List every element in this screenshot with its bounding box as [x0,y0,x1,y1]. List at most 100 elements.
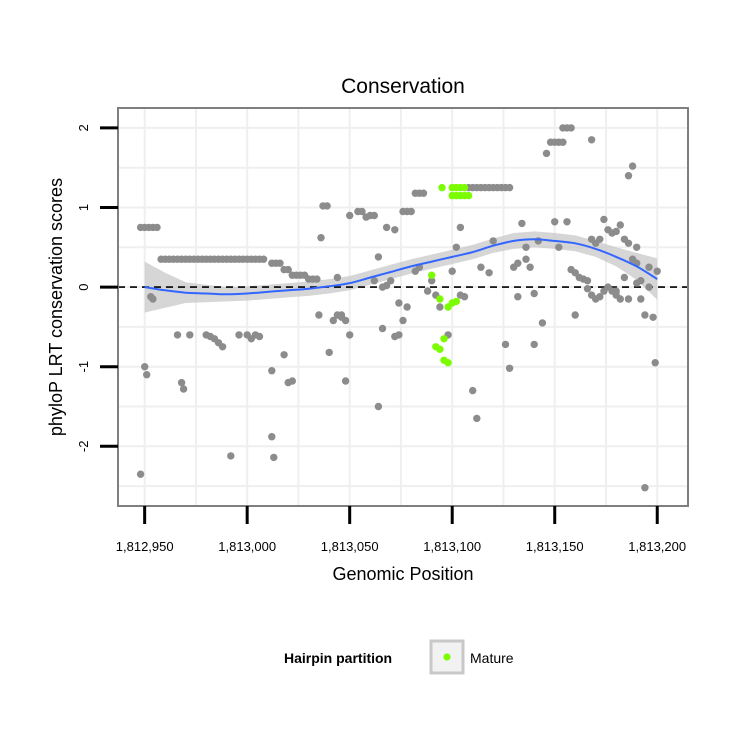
point-other-193 [456,291,465,299]
y-tick-label-4: 2 [76,124,91,131]
point-other-113 [448,267,456,275]
point-other-174 [596,293,604,301]
point-other-38 [276,259,284,267]
point-other-47 [313,275,321,283]
point-mature-11 [436,295,444,303]
point-other-181 [628,162,637,170]
legend-label-mature: Mature [470,650,514,666]
point-other-62 [227,452,235,460]
point-other-171 [583,285,592,293]
point-other-114 [452,243,460,251]
point-other-178 [616,295,624,303]
point-other-199 [637,295,645,303]
point-other-63 [268,367,276,375]
point-other-60 [177,378,186,387]
point-other-195 [571,311,579,319]
point-other-95 [382,223,391,232]
point-other-137 [518,219,526,228]
point-other-185 [641,311,649,319]
chart-title: Conservation [341,75,465,98]
point-other-136 [514,293,522,301]
point-other-49 [186,331,194,339]
point-other-66 [288,377,296,385]
point-other-59 [255,332,264,341]
point-other-155 [555,243,563,251]
point-mature-4 [460,183,469,192]
point-other-105 [403,303,411,311]
point-other-144 [538,319,547,327]
point-other-103 [419,189,428,197]
point-other-81 [358,207,366,216]
point-other-200 [628,255,637,263]
point-other-149 [559,138,567,146]
point-other-141 [530,289,538,298]
smooth-line [144,238,658,296]
x-tick-label-3: 1,813,100 [423,539,481,554]
point-other-104 [399,316,407,325]
point-other-71 [323,202,331,210]
point-other-87 [341,377,350,385]
point-mature-9 [464,191,473,200]
plot-panel [117,107,689,507]
point-other-68 [270,453,278,462]
point-mature-10 [428,271,436,279]
point-other-143 [534,237,542,245]
point-other-111 [436,303,444,311]
point-other-92 [387,277,395,285]
point-other-94 [395,331,403,339]
point-other-55 [235,331,243,339]
x-tick-label-1: 1,813,000 [218,539,276,554]
point-other-129 [473,414,481,423]
y-tick-label-0: -2 [76,441,91,453]
point-other-130 [477,263,485,271]
point-other-191 [587,136,596,144]
x-tick-label-5: 1,813,200 [628,539,686,554]
y-axis-title: phyloP LRT conservation scores [46,178,66,436]
grid [118,108,688,506]
point-other-4 [149,295,157,303]
point-other-2 [143,371,151,379]
point-other-35 [259,255,268,263]
point-other-61 [179,385,188,393]
point-other-153 [551,218,559,226]
point-other-84 [370,211,378,220]
point-other-0 [136,470,145,478]
point-other-202 [337,313,346,321]
point-other-188 [651,359,659,367]
point-other-186 [645,263,653,271]
point-other-164 [600,215,608,224]
point-other-96 [391,226,399,234]
point-mature-16 [436,345,444,353]
point-other-138 [522,243,530,251]
x-axis: 1,812,950 1,813,000 1,813,050 1,813,100 1,81… [116,506,686,554]
point-other-69 [317,234,325,242]
point-other-73 [325,348,333,357]
y-tick-label-3: 1 [76,204,91,211]
point-other-154 [563,218,571,226]
point-other-48 [173,331,182,339]
point-other-168 [616,221,624,229]
point-other-1 [141,363,149,371]
point-mature-14 [452,297,460,306]
point-other-197 [624,295,633,303]
x-tick-label-2: 1,813,050 [321,539,379,554]
point-other-142 [530,340,538,349]
point-other-170 [624,239,633,247]
point-other-140 [526,263,534,271]
point-other-180 [624,172,633,180]
point-other-128 [469,386,477,395]
plot-background [118,108,688,506]
point-other-78 [333,273,342,282]
point-other-179 [620,273,629,282]
point-other-88 [374,402,383,411]
point-other-194 [645,283,653,291]
point-other-79 [346,211,354,220]
legend-title: Hairpin partition [284,650,392,666]
point-other-189 [653,267,661,275]
point-other-198 [633,279,641,287]
point-other-86 [378,324,387,333]
point-other-163 [596,235,604,243]
point-other-201 [608,287,616,295]
point-other-127 [505,183,514,192]
